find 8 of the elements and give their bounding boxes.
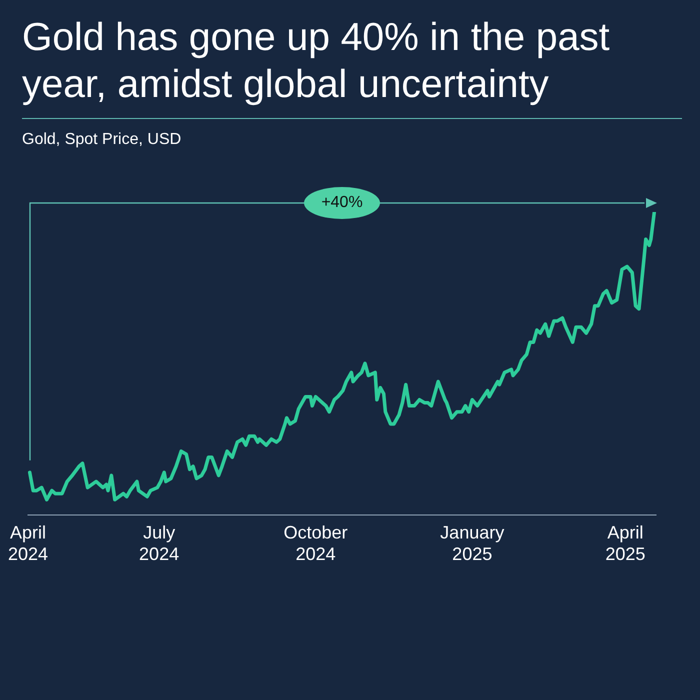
x-tick-label: October 2024 <box>284 522 348 564</box>
chart-subtitle: Gold, Spot Price, USD <box>22 131 182 149</box>
x-tick-label: April 2025 <box>605 522 646 564</box>
text: +40% <box>304 187 380 219</box>
x-tick-label: July 2024 <box>139 522 180 564</box>
x-tick-label: January 2025 <box>440 522 504 564</box>
x-tick-label: April 2024 <box>8 522 48 564</box>
chart-title: Gold has gone up 40% in the past year, amidst global uncertainty <box>22 14 682 119</box>
